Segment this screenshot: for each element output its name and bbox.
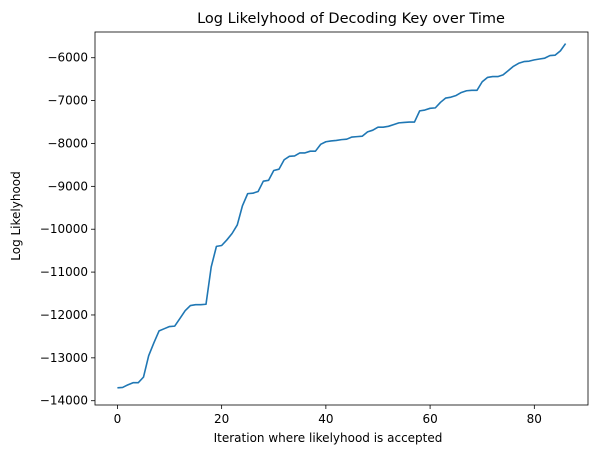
x-tick-label: 0 <box>114 412 122 426</box>
y-tick-label: −7000 <box>47 94 88 108</box>
y-tick-label: −12000 <box>40 308 88 322</box>
y-tick-label: −10000 <box>40 222 88 236</box>
plot-area: 0 20 40 60 80 −14000 −13000 −12000 −11000 −10000… <box>40 31 589 426</box>
x-tick-label: 80 <box>527 412 542 426</box>
x-axis-label: Iteration where likelyhood is accepted <box>214 431 443 445</box>
y-axis-label: Log Likelyhood <box>9 171 23 261</box>
y-tick-label: −8000 <box>47 136 88 150</box>
x-tick-label: 60 <box>422 412 437 426</box>
y-axis-ticks: −14000 −13000 −12000 −11000 −10000 −9000 −8000… <box>40 51 95 408</box>
y-tick-label: −9000 <box>47 179 88 193</box>
y-tick-label: −6000 <box>47 51 88 65</box>
series-layer <box>117 43 567 389</box>
y-tick-label: −14000 <box>40 394 88 408</box>
x-tick-label: 20 <box>214 412 229 426</box>
plot-frame <box>94 31 589 406</box>
chart-title: Log Likelyhood of Decoding Key over Time <box>197 11 505 27</box>
y-tick-label: −11000 <box>40 265 88 279</box>
y-tick-label: −13000 <box>40 351 88 365</box>
x-tick-label: 40 <box>318 412 333 426</box>
series-line-0 <box>117 43 567 389</box>
x-axis-ticks: 0 20 40 60 80 <box>114 405 542 426</box>
